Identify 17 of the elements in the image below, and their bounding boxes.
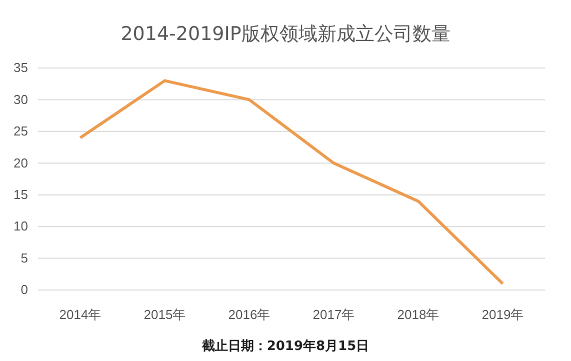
y-tick-label: 25 xyxy=(14,124,28,139)
y-tick-label: 35 xyxy=(14,60,28,76)
y-tick-label: 15 xyxy=(14,187,28,202)
y-tick-label: 5 xyxy=(20,250,28,266)
y-tick-label: 30 xyxy=(14,92,28,107)
x-tick-label: 2014年 xyxy=(59,307,102,322)
y-tick-label: 0 xyxy=(20,282,28,298)
x-tick-label: 2016年 xyxy=(228,307,270,322)
line-series xyxy=(78,79,504,286)
x-tick-label: 2015年 xyxy=(144,307,186,322)
x-tick-label: 2019年 xyxy=(482,307,524,322)
y-tick-label: 10 xyxy=(14,218,28,234)
text: 截止日期：2019年8月15日 xyxy=(200,339,370,354)
x-tick-label: 2018年 xyxy=(397,307,440,322)
y-tick-label: 20 xyxy=(14,155,28,170)
chart-title: 2014-2019IP版权领域新成立公司数量 xyxy=(120,23,450,45)
x-tick-label: 2017年 xyxy=(312,307,355,322)
